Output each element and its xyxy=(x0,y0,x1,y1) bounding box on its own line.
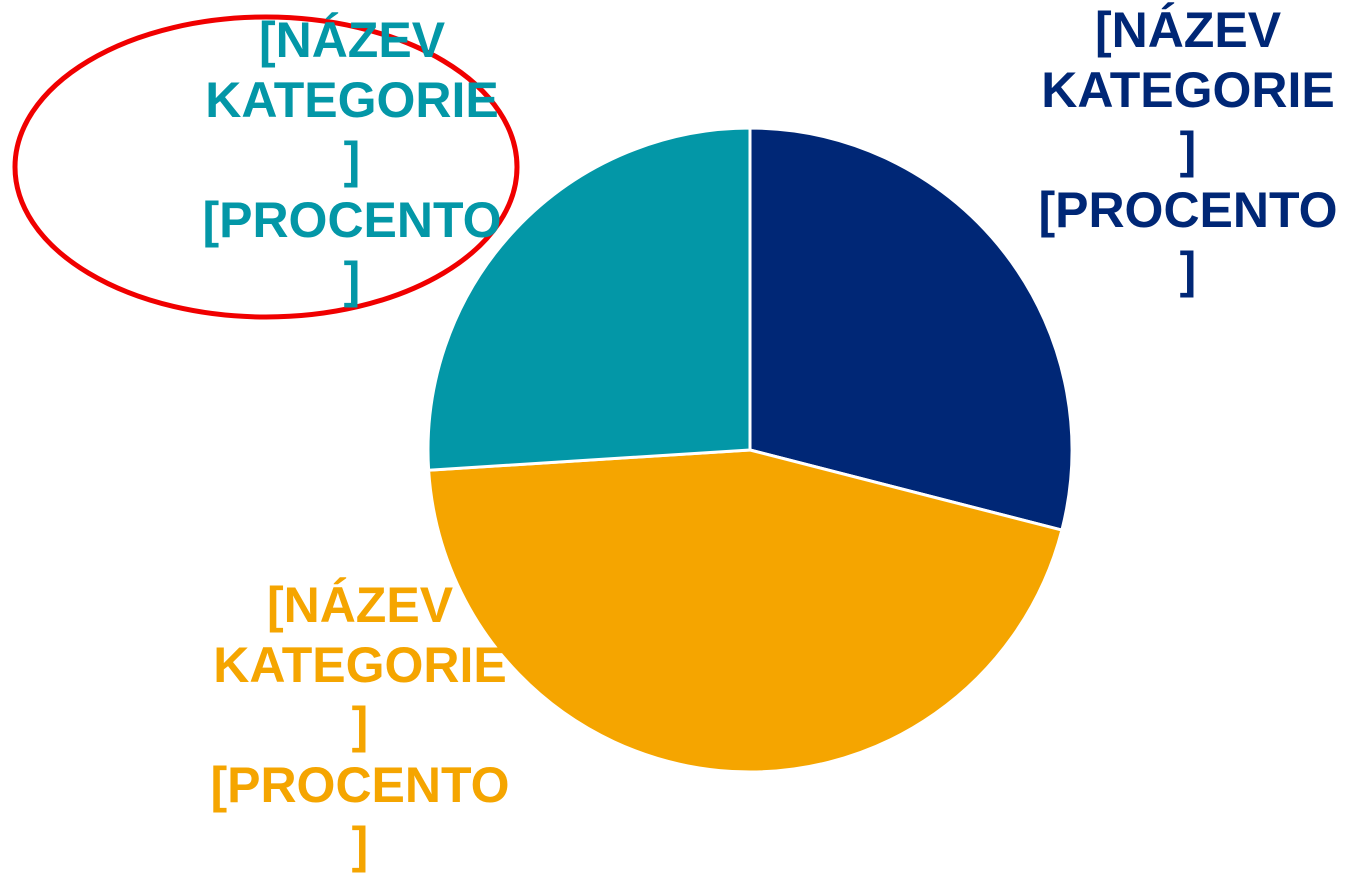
value-label: [PROCENTO] xyxy=(210,757,510,873)
highlight-ellipse xyxy=(12,14,520,320)
pie-slice xyxy=(426,126,752,472)
slice-label: [NÁZEV KATEGORIE] [PROCENTO] xyxy=(208,575,513,874)
slice-label: [NÁZEV KATEGORIE] [PROCENTO] xyxy=(200,10,505,310)
value-label: [PROCENTO] xyxy=(202,192,502,308)
slice-label: [NÁZEV KATEGORIE] [PROCENTO] xyxy=(1036,0,1341,300)
slices xyxy=(426,126,1074,774)
pie-slice xyxy=(748,126,1074,532)
pie-slice xyxy=(427,448,1064,774)
value-label: [PROCENTO] xyxy=(1038,182,1338,298)
category-label: [NÁZEV KATEGORIE] xyxy=(205,12,499,188)
category-label: [NÁZEV KATEGORIE] xyxy=(213,577,507,753)
category-label: [NÁZEV KATEGORIE] xyxy=(1041,2,1335,178)
